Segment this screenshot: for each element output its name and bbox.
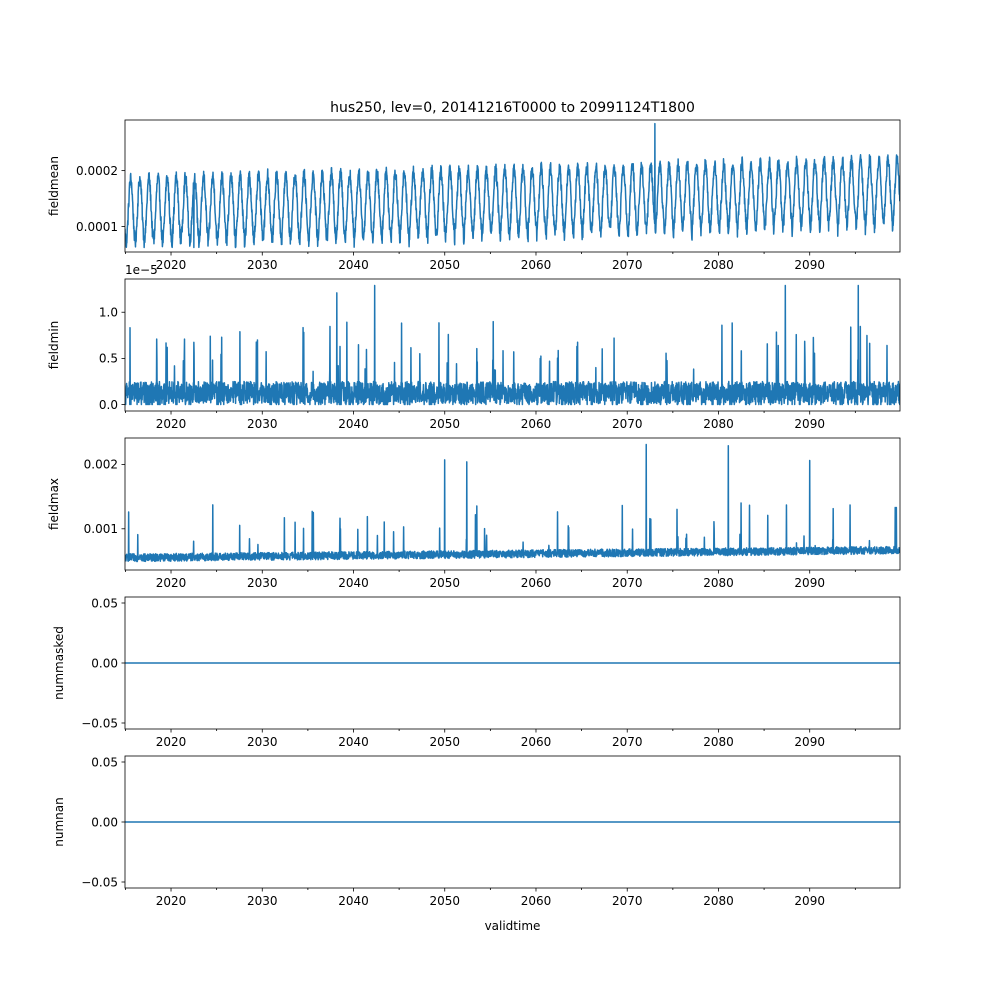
y-axis-label: numnan xyxy=(52,797,66,846)
y-ticks-fieldmean: 0.0001 0.0002 xyxy=(76,164,125,234)
x-tick-label: 2060 xyxy=(521,894,552,908)
y-tick-label: 0.0 xyxy=(99,398,118,412)
x-tick-label: 2090 xyxy=(794,576,825,590)
x-ticks-fieldmax: 2020 2030 2040 2050 2060 2070 2080 2090 xyxy=(124,570,856,590)
y-tick-label: 0.5 xyxy=(99,352,118,366)
x-tick-label: 2030 xyxy=(247,576,278,590)
x-tick-label: 2070 xyxy=(612,735,643,749)
x-tick-label: 2080 xyxy=(703,894,734,908)
x-axis-label: validtime xyxy=(485,919,541,933)
y-ticks-nummasked: −0.05 0.00 0.05 xyxy=(81,596,125,730)
x-tick-label: 2070 xyxy=(612,417,643,431)
x-tick-label: 2090 xyxy=(794,894,825,908)
y-ticks-fieldmin: 0.0 0.5 1.0 xyxy=(99,306,125,412)
x-tick-label: 2050 xyxy=(429,258,460,272)
x-tick-label: 2040 xyxy=(338,417,369,431)
x-tick-label: 2030 xyxy=(247,258,278,272)
x-tick-label: 2050 xyxy=(429,576,460,590)
x-tick-label: 2050 xyxy=(429,894,460,908)
x-tick-label: 2040 xyxy=(338,894,369,908)
subplot-nummasked: 2020 2030 2040 2050 2060 2070 2080 2090 −0.05 0.0… xyxy=(52,596,901,749)
y-tick-label: −0.05 xyxy=(81,716,118,730)
x-tick-label: 2040 xyxy=(338,576,369,590)
x-tick-label: 2020 xyxy=(156,417,187,431)
x-tick-label: 2090 xyxy=(794,417,825,431)
x-tick-label: 2060 xyxy=(521,258,552,272)
series-line-fieldmax xyxy=(125,443,900,563)
x-tick-label: 2060 xyxy=(521,576,552,590)
x-tick-label: 2030 xyxy=(247,894,278,908)
x-tick-label: 2030 xyxy=(247,735,278,749)
y-axis-label: fieldmin xyxy=(47,321,61,370)
x-ticks-fieldmean: 2020 2030 2040 2050 2060 2070 2080 2090 xyxy=(124,252,856,272)
x-tick-label: 2020 xyxy=(156,258,187,272)
x-ticks-nummasked: 2020 2030 2040 2050 2060 2070 2080 2090 xyxy=(124,729,856,749)
axes-frame xyxy=(124,596,901,730)
x-tick-label: 2050 xyxy=(429,417,460,431)
y-tick-label: 0.0002 xyxy=(76,164,118,178)
y-tick-label: 0.001 xyxy=(84,522,118,536)
x-tick-label: 2020 xyxy=(156,735,187,749)
figure-title: hus250, lev=0, 20141216T0000 to 20991124… xyxy=(330,100,695,116)
y-tick-label: 0.00 xyxy=(91,815,118,829)
y-tick-label: 0.00 xyxy=(91,656,118,670)
x-tick-label: 2060 xyxy=(521,417,552,431)
y-tick-label: 0.05 xyxy=(91,755,118,769)
y-axis-label: fieldmean xyxy=(47,156,61,216)
subplot-fieldmax: 2020 2030 2040 2050 2060 2070 2080 20900.0010.0… xyxy=(47,437,901,590)
x-tick-label: 2090 xyxy=(794,258,825,272)
subplot-fieldmin: 2020 2030 2040 2050 2060 2070 2080 2090 0.0 0.5 1.… xyxy=(47,263,901,431)
x-tick-label: 2090 xyxy=(794,735,825,749)
y-tick-label: 0.05 xyxy=(91,596,118,610)
x-tick-label: 2080 xyxy=(703,258,734,272)
x-ticks-fieldmin: 2020 2030 2040 2050 2060 2070 2080 2090 xyxy=(124,411,856,431)
axes-frame xyxy=(124,119,901,253)
subplot-fieldmean: 2020 2030 2040 2050 2060 2070 2080 20900.00010.… xyxy=(47,119,901,272)
x-tick-label: 2040 xyxy=(338,735,369,749)
x-tick-label: 2050 xyxy=(429,735,460,749)
x-tick-label: 2060 xyxy=(521,735,552,749)
y-tick-label: 0.002 xyxy=(84,458,118,472)
x-tick-label: 2080 xyxy=(703,417,734,431)
y-ticks-fieldmax: 0.001 0.002 xyxy=(84,458,125,536)
x-tick-label: 2080 xyxy=(703,735,734,749)
subplot-panels: 2020 2030 2040 2050 2060 2070 2080 20900.00010.… xyxy=(47,119,901,908)
x-tick-label: 2030 xyxy=(247,417,278,431)
y-tick-label: 1.0 xyxy=(99,306,118,320)
x-tick-label: 2070 xyxy=(612,576,643,590)
subplot-numnan: 2020 2030 2040 2050 2060 2070 2080 2090 −0.05 0.0… xyxy=(52,755,901,908)
y-ticks-numnan: −0.05 0.00 0.05 xyxy=(81,755,125,889)
series-line-fieldmean xyxy=(125,122,900,249)
series-line-fieldmin xyxy=(125,284,900,406)
x-tick-label: 2020 xyxy=(156,576,187,590)
x-tick-label: 2080 xyxy=(703,576,734,590)
axes-frame xyxy=(124,278,901,412)
axes-frame xyxy=(124,437,901,571)
x-tick-label: 2040 xyxy=(338,258,369,272)
y-tick-label: −0.05 xyxy=(81,875,118,889)
offset-text: 1e−5 xyxy=(125,263,158,277)
y-axis-label: nummasked xyxy=(52,626,66,700)
y-axis-label: fieldmax xyxy=(47,478,61,530)
y-tick-label: 0.0001 xyxy=(76,220,118,234)
axes-frame xyxy=(124,755,901,889)
x-tick-label: 2070 xyxy=(612,258,643,272)
x-tick-label: 2070 xyxy=(612,894,643,908)
x-tick-label: 2020 xyxy=(156,894,187,908)
